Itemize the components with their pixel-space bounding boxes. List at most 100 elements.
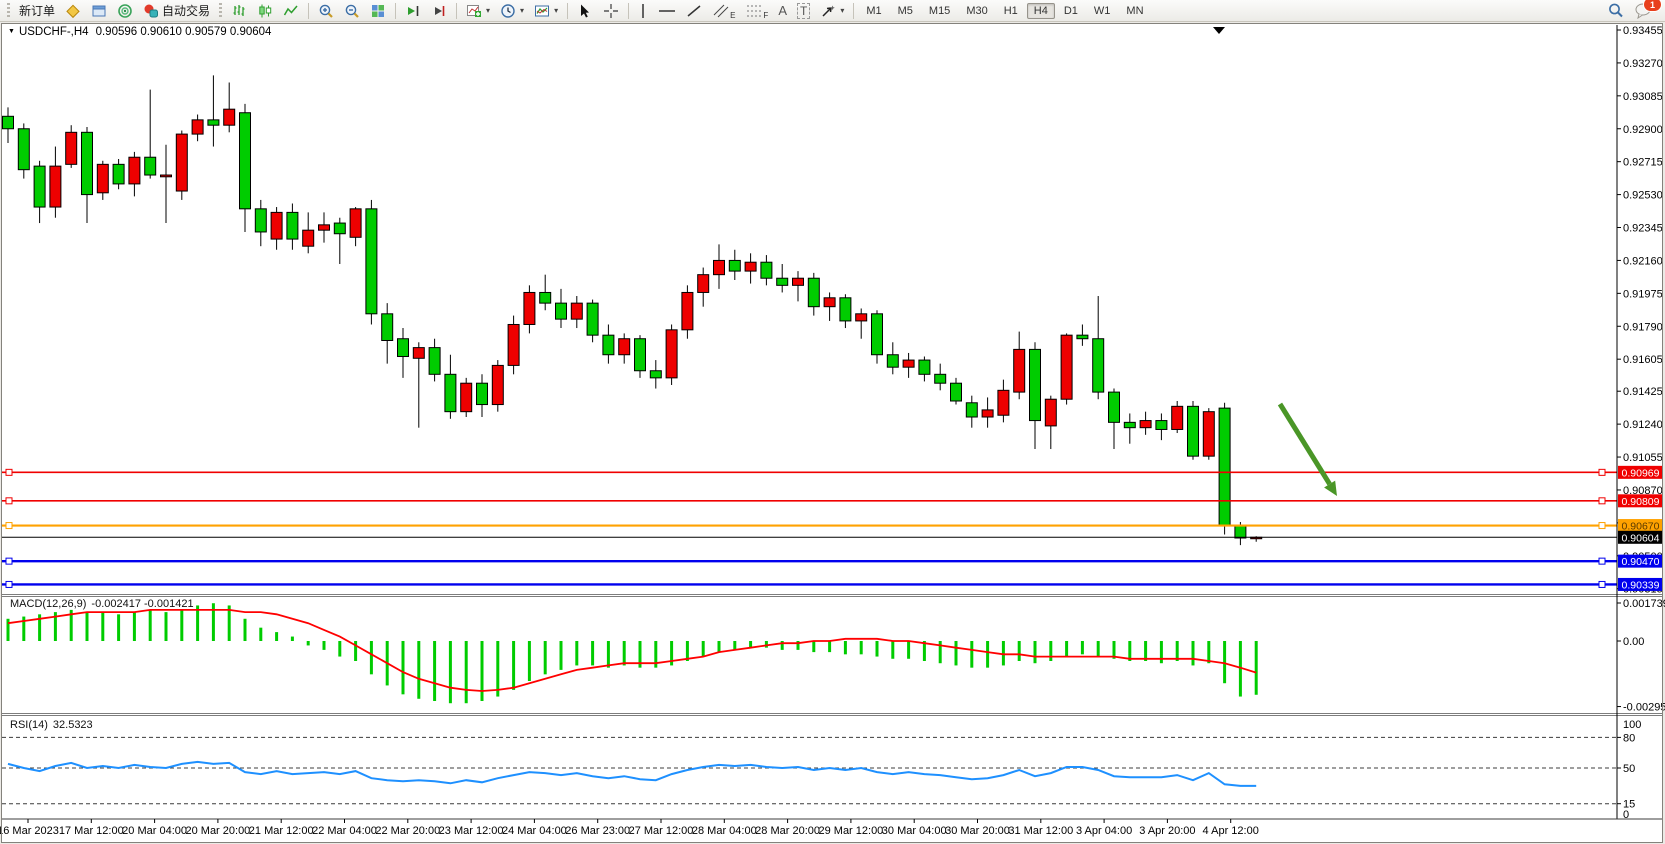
line-handle[interactable] <box>5 580 13 588</box>
line-handle[interactable] <box>1598 468 1606 476</box>
price-axis-tick-label: 0.91240 <box>1623 419 1663 431</box>
fibonacci-tool-button[interactable]: F <box>741 0 772 21</box>
time-axis-label: 16 Mar 2023 <box>0 825 59 837</box>
time-axis-label: 31 Mar 12:00 <box>1008 825 1073 837</box>
timeframe-button-D1[interactable]: D1 <box>1063 4 1078 17</box>
time-axis-label: 29 Mar 12:00 <box>818 825 883 837</box>
symbol-period-label: USDCHF-,H4 <box>18 26 89 38</box>
trend-arrow[interactable] <box>1277 402 1332 486</box>
price-level-label-box <box>1618 465 1663 479</box>
line-handle[interactable] <box>5 557 13 565</box>
auto-scroll-button[interactable] <box>401 0 425 21</box>
candle-bullish <box>823 297 836 308</box>
horizontal-line-tool-button[interactable] <box>654 0 680 21</box>
templates-button[interactable]: ▾ <box>530 0 562 21</box>
tile-windows-button[interactable] <box>366 0 390 21</box>
timeframe-button-M1[interactable]: M1 <box>866 4 882 17</box>
fibonacci-letter: F <box>763 11 769 20</box>
candlestick-mode-button[interactable] <box>253 0 277 21</box>
line-handle[interactable] <box>1598 522 1606 530</box>
rsi-name: RSI(14) <box>10 719 48 731</box>
rsi-line <box>7 760 1257 787</box>
crosshair-tool-button[interactable] <box>599 0 623 21</box>
price-chart[interactable]: 0.93455 0.93270 0.93085 0.92900 0.92715 0.925… <box>0 22 1665 844</box>
line-chart-mode-button[interactable] <box>279 0 303 21</box>
indicators-button[interactable]: ▾ <box>462 0 494 21</box>
toolbar-separator <box>456 2 458 19</box>
timeframe-button-M15[interactable]: M15 <box>928 4 951 17</box>
time-axis-label: 17 Mar 12:00 <box>59 825 124 837</box>
timeframe-button-M30[interactable]: M30 <box>966 4 988 17</box>
indicators-dropdown-caret[interactable]: ▾ <box>486 6 491 15</box>
candle-bearish <box>112 163 125 185</box>
arrows-tool-button[interactable]: ▾ <box>816 0 848 21</box>
chat-button[interactable]: 1 <box>1630 0 1662 21</box>
toolbar-separator <box>567 2 569 19</box>
price-level-label: 0.90604 <box>1622 532 1660 544</box>
market-watch-button[interactable] <box>61 0 85 21</box>
candle-bearish <box>17 128 30 171</box>
new-order-button[interactable]: 新订单 <box>15 0 59 21</box>
time-axis-label: 30 Mar 20:00 <box>945 825 1010 837</box>
templates-dropdown-caret[interactable]: ▾ <box>554 6 559 15</box>
toolbar-grip[interactable] <box>7 3 10 18</box>
candle-bearish <box>1155 420 1168 430</box>
terminal-window-button[interactable] <box>87 0 111 21</box>
trendline-icon <box>686 3 702 19</box>
line-handle[interactable] <box>1598 557 1606 565</box>
bar-chart-mode-button[interactable] <box>227 0 251 21</box>
zoom-in-button[interactable] <box>314 0 338 21</box>
candle-bullish <box>1060 334 1073 400</box>
timeframe-group: M1 M5 M15 M30 H1 H4 D1 W1 MN <box>858 2 1151 19</box>
arrows-dropdown-caret[interactable]: ▾ <box>840 6 845 15</box>
vertical-line-tool-button[interactable] <box>634 0 652 21</box>
time-axis-label: 21 Mar 12:00 <box>249 825 314 837</box>
cursor-tool-button[interactable] <box>573 0 597 21</box>
time-axis-label: 3 Apr 20:00 <box>1139 825 1195 837</box>
auto-trading-button[interactable]: 自动交易 <box>139 0 214 21</box>
candle-bearish <box>634 338 646 372</box>
chart-shift-button[interactable] <box>427 0 451 21</box>
trendline-tool-button[interactable] <box>682 0 706 21</box>
channel-letter: E <box>730 11 736 20</box>
line-handle[interactable] <box>1598 497 1606 505</box>
line-handle[interactable] <box>5 468 13 476</box>
chart-collapse-caret[interactable]: ▼ <box>8 28 15 35</box>
text-tool-button[interactable]: A <box>774 0 791 21</box>
search-button[interactable] <box>1603 0 1628 21</box>
equidistant-channel-tool-button[interactable]: E <box>708 0 739 21</box>
price-axis-tick-label: 0.92345 <box>1623 223 1663 235</box>
timeframe-button-W1[interactable]: W1 <box>1093 4 1111 17</box>
candle-bearish <box>871 313 883 356</box>
zoom-out-button[interactable] <box>340 0 364 21</box>
candle-bullish <box>318 224 330 231</box>
candle-bullish <box>96 163 109 194</box>
macd-values: -0.002417 -0.001421 <box>91 598 194 610</box>
candle-bullish <box>1013 348 1026 393</box>
price-level-label: 0.90670 <box>1622 521 1660 533</box>
periods-button[interactable]: ▾ <box>496 0 528 21</box>
candle-bearish <box>81 131 93 196</box>
zoom-out-icon <box>344 3 360 19</box>
line-handle[interactable] <box>5 497 13 505</box>
time-axis-label: 26 Mar 23:00 <box>565 825 630 837</box>
toolbar-grip[interactable] <box>219 3 223 18</box>
price-axis-tick-label: 0.92160 <box>1623 255 1663 267</box>
timeframe-button-M5[interactable]: M5 <box>897 4 913 17</box>
timeframe-button-H4[interactable]: H4 <box>1026 2 1055 19</box>
text-label-tool-button[interactable]: T <box>793 0 814 21</box>
rsi-indicator-label: RSI(14) 32.5323 <box>10 719 93 731</box>
periods-dropdown-caret[interactable]: ▾ <box>520 6 525 15</box>
price-level-label-box <box>1618 577 1663 591</box>
candle-bullish <box>507 323 520 366</box>
line-handle[interactable] <box>5 522 13 530</box>
timeframe-button-MN[interactable]: MN <box>1126 4 1144 17</box>
candle-bullish <box>665 329 678 379</box>
main-toolbar: 新订单 自动交易 <box>0 0 1665 22</box>
candle-bullish <box>160 174 172 178</box>
signal-button[interactable] <box>113 0 137 21</box>
timeframe-button-H1[interactable]: H1 <box>1003 4 1018 17</box>
crosshair-icon <box>603 3 619 19</box>
indicators-icon <box>466 3 482 19</box>
line-handle[interactable] <box>1598 580 1606 588</box>
